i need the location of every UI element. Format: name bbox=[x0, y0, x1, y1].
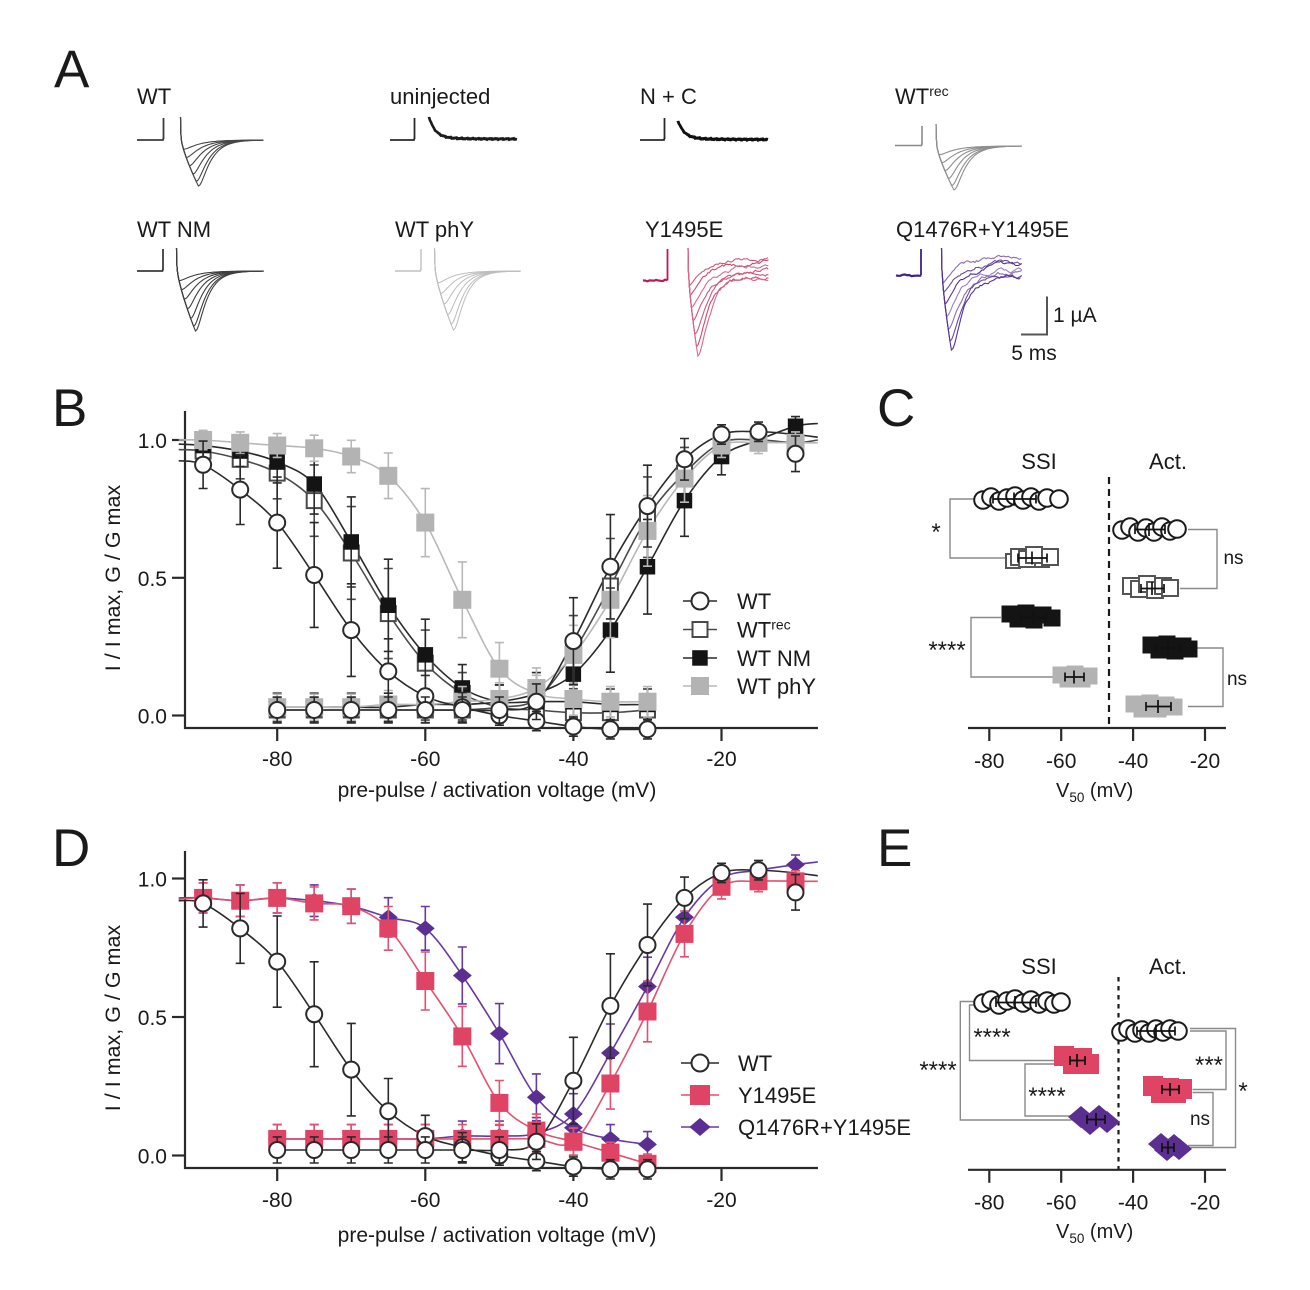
svg-text:0.0: 0.0 bbox=[138, 706, 167, 729]
svg-text:Q1476R+Y1495E: Q1476R+Y1495E bbox=[738, 1115, 911, 1140]
svg-text:V50 (mV): V50 (mV) bbox=[1056, 1221, 1133, 1246]
svg-text:-80: -80 bbox=[262, 748, 292, 771]
svg-text:A: A bbox=[54, 40, 90, 99]
svg-text:E: E bbox=[877, 819, 912, 878]
svg-text:I / I max, G / G max: I / I max, G / G max bbox=[101, 485, 125, 672]
svg-text:C: C bbox=[877, 379, 915, 438]
svg-text:D: D bbox=[52, 819, 90, 878]
svg-text:WT phY: WT phY bbox=[395, 217, 474, 242]
svg-text:-40: -40 bbox=[1118, 1192, 1148, 1215]
svg-text:WT: WT bbox=[737, 589, 771, 614]
svg-text:5 ms: 5 ms bbox=[1011, 342, 1057, 365]
svg-text:-20: -20 bbox=[706, 748, 736, 771]
svg-text:0.5: 0.5 bbox=[138, 1007, 167, 1030]
svg-text:I / I max, G / G max: I / I max, G / G max bbox=[101, 925, 125, 1112]
svg-text:Y1495E: Y1495E bbox=[738, 1083, 816, 1108]
svg-text:-80: -80 bbox=[262, 1189, 292, 1212]
svg-text:uninjected: uninjected bbox=[390, 84, 490, 109]
svg-text:B: B bbox=[52, 379, 87, 438]
svg-text:WT: WT bbox=[137, 84, 171, 109]
svg-text:Q1476R+Y1495E: Q1476R+Y1495E bbox=[896, 217, 1069, 242]
svg-text:SSI: SSI bbox=[1021, 449, 1056, 474]
svg-text:WT phY: WT phY bbox=[737, 674, 816, 699]
svg-text:-60: -60 bbox=[410, 748, 440, 771]
svg-text:SSI: SSI bbox=[1021, 954, 1056, 979]
svg-text:-80: -80 bbox=[974, 750, 1004, 773]
svg-text:*: * bbox=[931, 519, 940, 546]
svg-text:****: **** bbox=[919, 1057, 956, 1084]
svg-text:WTrec: WTrec bbox=[895, 83, 949, 109]
svg-text:-60: -60 bbox=[1046, 1192, 1076, 1215]
svg-text:1 µA: 1 µA bbox=[1053, 304, 1097, 327]
svg-text:****: **** bbox=[928, 637, 965, 664]
svg-text:****: **** bbox=[973, 1024, 1010, 1051]
svg-text:WTrec: WTrec bbox=[737, 617, 791, 643]
svg-text:-60: -60 bbox=[1046, 750, 1076, 773]
svg-text:1.0: 1.0 bbox=[138, 430, 167, 453]
svg-text:****: **** bbox=[1028, 1083, 1065, 1110]
svg-text:pre-pulse / activation voltage: pre-pulse / activation voltage (mV) bbox=[338, 779, 657, 802]
svg-text:WT NM: WT NM bbox=[737, 646, 811, 671]
svg-text:pre-pulse / activation voltage: pre-pulse / activation voltage (mV) bbox=[338, 1224, 657, 1247]
svg-text:1.0: 1.0 bbox=[138, 869, 167, 892]
svg-text:ns: ns bbox=[1227, 669, 1247, 690]
svg-text:***: *** bbox=[1195, 1052, 1223, 1079]
svg-text:ns: ns bbox=[1223, 548, 1243, 569]
svg-text:-20: -20 bbox=[1190, 750, 1220, 773]
svg-text:WT: WT bbox=[738, 1051, 772, 1076]
svg-text:N + C: N + C bbox=[640, 84, 697, 109]
svg-text:WT NM: WT NM bbox=[137, 217, 211, 242]
svg-text:ns: ns bbox=[1190, 1109, 1210, 1130]
svg-text:-40: -40 bbox=[1118, 750, 1148, 773]
svg-text:Act.: Act. bbox=[1149, 449, 1187, 474]
svg-text:-80: -80 bbox=[974, 1192, 1004, 1215]
svg-text:0.0: 0.0 bbox=[138, 1146, 167, 1169]
svg-text:-20: -20 bbox=[1190, 1192, 1220, 1215]
svg-text:0.5: 0.5 bbox=[138, 568, 167, 591]
svg-text:Y1495E: Y1495E bbox=[645, 217, 723, 242]
svg-text:V50 (mV): V50 (mV) bbox=[1056, 780, 1133, 805]
svg-text:-60: -60 bbox=[410, 1189, 440, 1212]
svg-text:-40: -40 bbox=[558, 1189, 588, 1212]
svg-text:-20: -20 bbox=[706, 1189, 736, 1212]
svg-text:*: * bbox=[1238, 1078, 1247, 1105]
svg-text:-40: -40 bbox=[558, 748, 588, 771]
svg-text:Act.: Act. bbox=[1149, 954, 1187, 979]
